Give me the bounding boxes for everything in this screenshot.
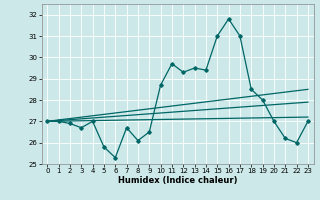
X-axis label: Humidex (Indice chaleur): Humidex (Indice chaleur) xyxy=(118,176,237,185)
